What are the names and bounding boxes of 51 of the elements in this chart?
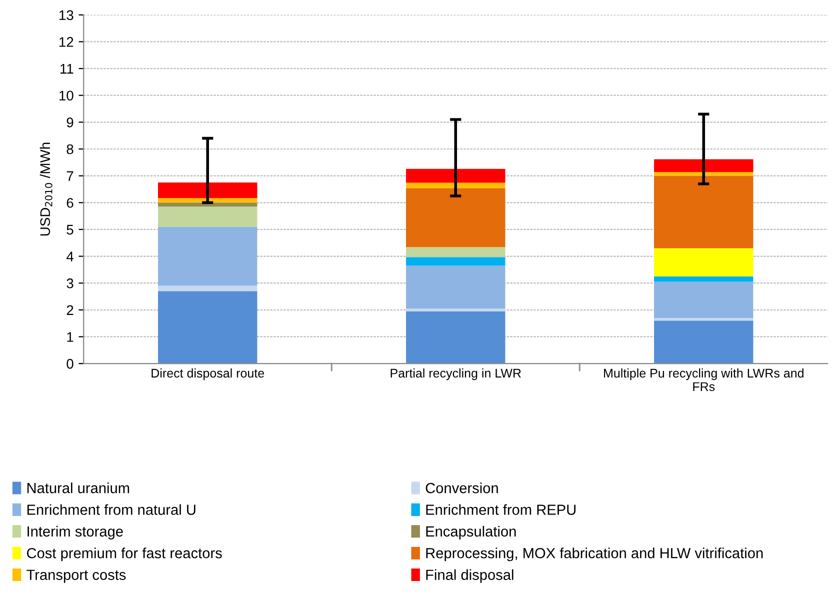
bar — [158, 182, 258, 198]
bar — [654, 318, 754, 321]
y-tick-label: 10 — [59, 90, 74, 101]
bar — [654, 248, 754, 276]
bar — [406, 257, 506, 266]
y-tick-label: 9 — [66, 118, 74, 128]
bar — [654, 176, 754, 248]
bar — [406, 168, 506, 183]
y-tick-label: 12 — [59, 37, 74, 47]
bar — [654, 172, 754, 176]
bar — [158, 198, 258, 203]
y-tick-label: 13 — [59, 10, 74, 20]
y-tick-label: 5 — [66, 224, 74, 235]
y-tick-label: 0 — [66, 358, 74, 369]
bar — [654, 276, 754, 282]
legend-label: Cost premium for fast reactors — [26, 548, 222, 562]
legend-label: Encapsulation — [426, 526, 516, 540]
legend-label: Conversion — [426, 482, 498, 494]
bar — [654, 159, 754, 172]
x-tick-label: Partial recycling in LWR — [390, 368, 521, 380]
legend-label: Transport costs — [26, 570, 126, 583]
bar — [406, 311, 506, 364]
legend-label: Enrichment from REPU — [426, 504, 576, 515]
y-tick-label: 7 — [66, 171, 74, 181]
bar — [654, 282, 754, 318]
bar — [158, 291, 258, 364]
bar — [158, 206, 258, 227]
x-tick-label: Direct disposal route — [152, 368, 264, 380]
bar — [406, 266, 506, 309]
y-tick-label: 3 — [66, 278, 74, 288]
y-tick-label: 4 — [66, 252, 74, 262]
bar — [406, 247, 506, 258]
bar — [158, 226, 258, 286]
legend-label: Interim storage — [28, 526, 123, 540]
y-tick-label: 6 — [66, 198, 74, 208]
legend-label: Natural uranium — [27, 482, 130, 494]
y-axis-title: USD$_{2010}$ /MWh — [40, 142, 52, 236]
bar — [406, 182, 506, 188]
y-tick-label: 8 — [66, 144, 74, 154]
legend-label: Final disposal — [426, 569, 514, 583]
bar — [406, 308, 506, 312]
legend-label: Enrichment from natural U — [27, 504, 196, 515]
bar — [406, 188, 506, 248]
legend-label: Reprocessing, MOX fabrication and HLW vitrification — [426, 548, 763, 562]
bar — [654, 320, 754, 364]
y-tick-label: 2 — [66, 305, 74, 315]
y-tick-label: 1 — [67, 332, 74, 342]
x-tick-label: Multiple Pu recycling with LWRs and FRs — [604, 368, 804, 392]
bar — [158, 286, 258, 292]
y-tick-label: 11 — [60, 64, 74, 74]
bar — [158, 202, 258, 207]
